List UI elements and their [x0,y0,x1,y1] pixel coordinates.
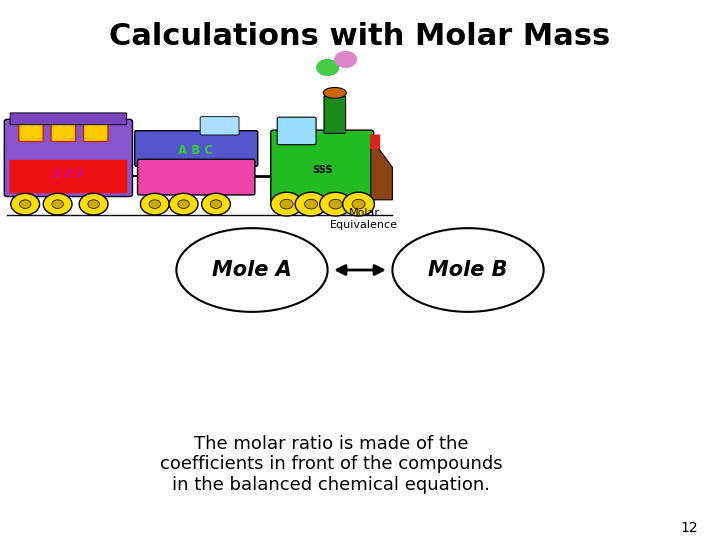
Circle shape [43,193,72,215]
Circle shape [329,199,342,209]
Text: Calculations with Molar Mass: Calculations with Molar Mass [109,22,611,51]
FancyBboxPatch shape [19,123,43,141]
Circle shape [178,200,189,208]
Text: SSS: SSS [312,165,333,175]
Circle shape [352,199,365,209]
FancyBboxPatch shape [10,113,127,125]
Circle shape [210,200,222,208]
FancyBboxPatch shape [370,134,380,149]
FancyBboxPatch shape [4,119,132,197]
FancyBboxPatch shape [135,131,258,166]
FancyBboxPatch shape [324,96,346,133]
FancyBboxPatch shape [84,123,108,141]
Circle shape [334,51,357,68]
Text: 1 2 3: 1 2 3 [54,169,83,179]
FancyBboxPatch shape [51,123,76,141]
FancyBboxPatch shape [9,160,127,193]
Ellipse shape [392,228,544,312]
Text: 12: 12 [681,521,698,535]
Text: The molar ratio is made of the
coefficients in front of the compounds
in the bal: The molar ratio is made of the coefficie… [160,435,503,494]
Circle shape [280,199,293,209]
Circle shape [149,200,161,208]
Circle shape [169,193,198,215]
Circle shape [271,192,302,216]
FancyBboxPatch shape [277,117,316,145]
Circle shape [320,192,351,216]
FancyArrowPatch shape [337,266,383,274]
Text: A B C: A B C [179,144,213,157]
Text: Mole B: Mole B [428,260,508,280]
FancyBboxPatch shape [200,117,239,135]
Ellipse shape [323,87,346,98]
Circle shape [202,193,230,215]
Polygon shape [371,138,392,200]
Circle shape [19,200,31,208]
Circle shape [79,193,108,215]
Circle shape [316,59,339,76]
Text: Molar
Equivalence: Molar Equivalence [330,208,398,230]
Circle shape [305,199,318,209]
Circle shape [140,193,169,215]
FancyBboxPatch shape [138,159,255,195]
Ellipse shape [176,228,328,312]
Circle shape [343,192,374,216]
Circle shape [11,193,40,215]
FancyBboxPatch shape [271,130,374,202]
Text: Mole A: Mole A [212,260,292,280]
Circle shape [88,200,99,208]
Circle shape [295,192,327,216]
Circle shape [52,200,63,208]
